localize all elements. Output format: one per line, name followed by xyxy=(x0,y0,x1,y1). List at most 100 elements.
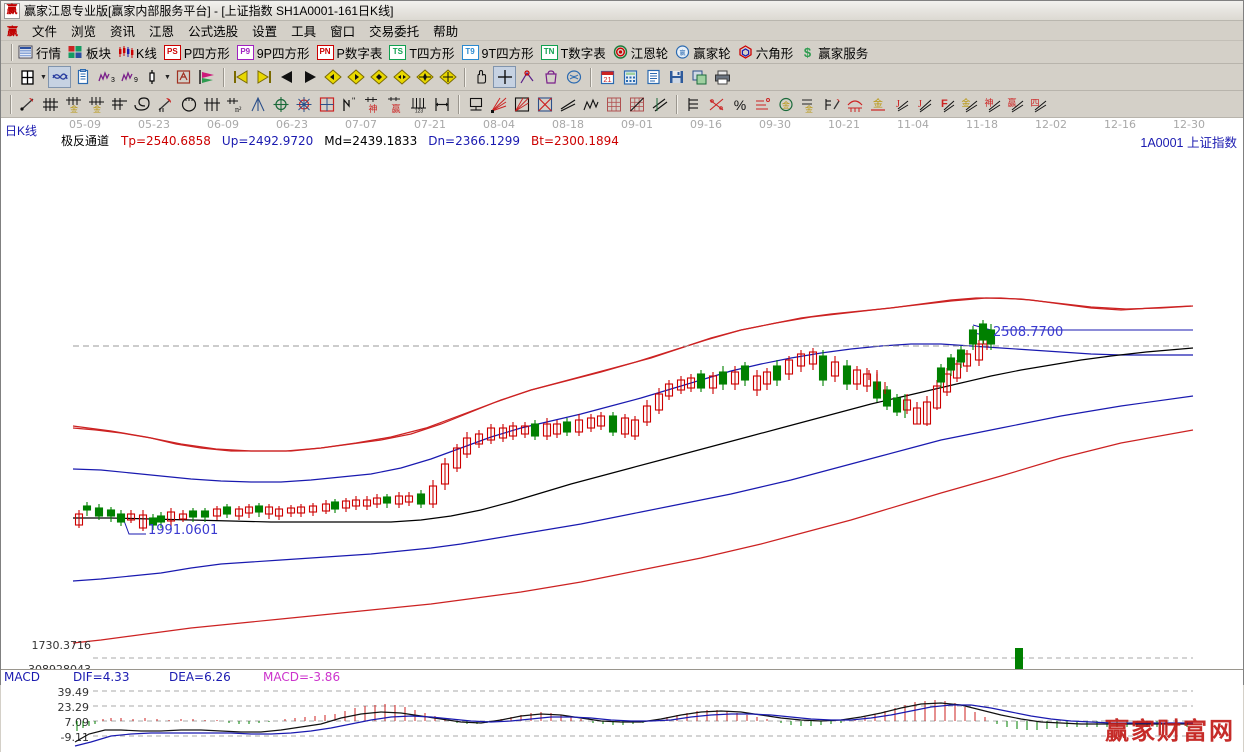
target-star-icon[interactable] xyxy=(292,93,315,115)
period-dropdown-caret[interactable]: ▼ xyxy=(40,73,47,81)
box-fan-icon[interactable] xyxy=(510,93,533,115)
target-circle-icon[interactable] xyxy=(269,93,292,115)
ladder-icon[interactable] xyxy=(682,93,705,115)
menu-item-gann[interactable]: 江恩 xyxy=(149,25,175,39)
first-page-icon[interactable] xyxy=(229,66,252,88)
percent-icon[interactable]: % xyxy=(728,93,751,115)
channel-box-icon[interactable] xyxy=(464,93,487,115)
toolbar-button-p-square[interactable]: PS P四方形 xyxy=(162,42,235,63)
menu-item-file[interactable]: 文件 xyxy=(32,25,58,39)
bar-style-caret[interactable]: ▼ xyxy=(164,73,171,81)
overlay-compare-icon[interactable] xyxy=(48,66,71,88)
macd-panel[interactable]: MACD DIF=4.33 DEA=6.26 MACD=-3.86 39.49 … xyxy=(1,669,1243,752)
grid-f-icon[interactable] xyxy=(108,93,131,115)
ying-line-icon[interactable]: 赢 xyxy=(1004,93,1027,115)
ying-icon[interactable]: 赢 xyxy=(384,93,407,115)
draw-line-icon[interactable] xyxy=(516,66,539,88)
pan-right-icon[interactable] xyxy=(344,66,367,88)
pen-red-icon[interactable] xyxy=(820,93,843,115)
wave3-icon[interactable]: 3 xyxy=(94,66,117,88)
percent-line-icon[interactable] xyxy=(751,93,774,115)
numeric-grid-icon[interactable]: 123 xyxy=(407,93,430,115)
zoom-out-icon[interactable] xyxy=(390,66,413,88)
pan-left-icon[interactable] xyxy=(321,66,344,88)
circle-scale-icon[interactable] xyxy=(177,93,200,115)
menu-item-help[interactable]: 帮助 xyxy=(433,25,459,39)
percent-cross-icon[interactable] xyxy=(705,93,728,115)
menu-item-news[interactable]: 资讯 xyxy=(110,25,136,39)
toolbar-button-9t-square[interactable]: T9 9T四方形 xyxy=(460,42,539,63)
spiral-icon[interactable] xyxy=(131,93,154,115)
menu-item-tools[interactable]: 工具 xyxy=(291,25,317,39)
prev-page-icon[interactable] xyxy=(275,66,298,88)
gann-pointer-icon[interactable] xyxy=(154,93,177,115)
gold-circle-icon[interactable]: 金 xyxy=(774,93,797,115)
save-disk-icon[interactable] xyxy=(665,66,688,88)
grid-square2-icon[interactable] xyxy=(625,93,648,115)
toolbar-button-sector[interactable]: 板块 xyxy=(66,42,116,63)
toolbar-button-gann-wheel[interactable]: 江恩轮 xyxy=(611,42,674,63)
toolbar-button-kline[interactable]: K线 xyxy=(116,42,162,63)
gold-line-icon[interactable]: 金 xyxy=(797,93,820,115)
box-diag-icon[interactable] xyxy=(533,93,556,115)
gann-gold-1-icon[interactable]: 金 xyxy=(62,93,85,115)
menu-item-window[interactable]: 窗口 xyxy=(330,25,356,39)
notebook-icon[interactable] xyxy=(642,66,665,88)
toolbar-button-p-number-table[interactable]: PN P数字表 xyxy=(315,42,388,63)
calendar-period-icon[interactable] xyxy=(16,66,39,88)
fit-icon[interactable] xyxy=(413,66,436,88)
fan-lines-icon[interactable] xyxy=(487,93,510,115)
measure-icon[interactable] xyxy=(430,93,453,115)
gann-gold-2-icon[interactable]: 金 xyxy=(85,93,108,115)
hand-drag-icon[interactable] xyxy=(470,66,493,88)
gold2-line-icon[interactable]: 金 xyxy=(958,93,981,115)
toolbar-button-hexagon[interactable]: 六角形 xyxy=(736,42,799,63)
grid-square-icon[interactable] xyxy=(602,93,625,115)
target-box-icon[interactable] xyxy=(315,93,338,115)
wave9-icon[interactable]: 9 xyxy=(117,66,140,88)
two-line-icon[interactable] xyxy=(556,93,579,115)
menu-item-settings[interactable]: 设置 xyxy=(252,25,278,39)
gold-underline-icon[interactable]: 金 xyxy=(866,93,889,115)
brain-analysis-icon[interactable] xyxy=(562,66,585,88)
grid-plain-icon[interactable] xyxy=(200,93,223,115)
zigzag-icon[interactable] xyxy=(579,93,602,115)
toolbar-button-9p-square[interactable]: P9 9P四方形 xyxy=(235,42,315,63)
crosshair-icon[interactable] xyxy=(493,66,516,88)
arc-line-icon[interactable] xyxy=(843,93,866,115)
toolbar-button-t-number-table[interactable]: TN T数字表 xyxy=(539,42,611,63)
f-line-icon[interactable]: F xyxy=(935,93,958,115)
trash-draw-icon[interactable] xyxy=(539,66,562,88)
menu-item-formula-stock-picking[interactable]: 公式选股 xyxy=(188,25,239,39)
n-square-icon[interactable]: n² xyxy=(223,93,246,115)
print-icon[interactable] xyxy=(711,66,734,88)
menu-item-trade[interactable]: 交易委托 xyxy=(369,25,420,39)
j-line-icon[interactable]: J xyxy=(889,93,912,115)
main-chart-panel[interactable]: 05-09 05-23 06-09 06-23 07-07 07-21 08-0… xyxy=(1,118,1243,669)
calendar21-icon[interactable]: 21 xyxy=(596,66,619,88)
m-quote-icon[interactable]: " xyxy=(338,93,361,115)
menu-item-browse[interactable]: 浏览 xyxy=(71,25,97,39)
formula-icon[interactable] xyxy=(172,66,195,88)
shen-icon[interactable]: 神 xyxy=(361,93,384,115)
report-list-icon[interactable] xyxy=(71,66,94,88)
j2-line-icon[interactable]: J xyxy=(912,93,935,115)
si-line-icon[interactable]: 四 xyxy=(1027,93,1050,115)
angle-lines-icon[interactable] xyxy=(246,93,269,115)
copy-icon[interactable] xyxy=(688,66,711,88)
color-chart-icon[interactable] xyxy=(195,66,218,88)
last-page-icon[interactable] xyxy=(252,66,275,88)
gann-fan-red-icon[interactable] xyxy=(16,93,39,115)
toolbar-button-quotes[interactable]: 行情 xyxy=(16,42,66,63)
toolbar-button-winner-wheel[interactable]: 赢 赢家轮 xyxy=(673,42,736,63)
grid-lines-icon[interactable] xyxy=(39,93,62,115)
parallel-icon[interactable] xyxy=(648,93,671,115)
next-page-icon[interactable] xyxy=(298,66,321,88)
move-icon[interactable] xyxy=(436,66,459,88)
toolbar-button-winner-service[interactable]: $ 赢家服务 xyxy=(798,42,873,63)
toolbar-button-t-square[interactable]: TS T四方形 xyxy=(387,42,459,63)
zoom-in-icon[interactable] xyxy=(367,66,390,88)
calculator-icon[interactable] xyxy=(619,66,642,88)
shen-line-icon[interactable]: 神 xyxy=(981,93,1004,115)
bar-style-icon[interactable] xyxy=(140,66,163,88)
